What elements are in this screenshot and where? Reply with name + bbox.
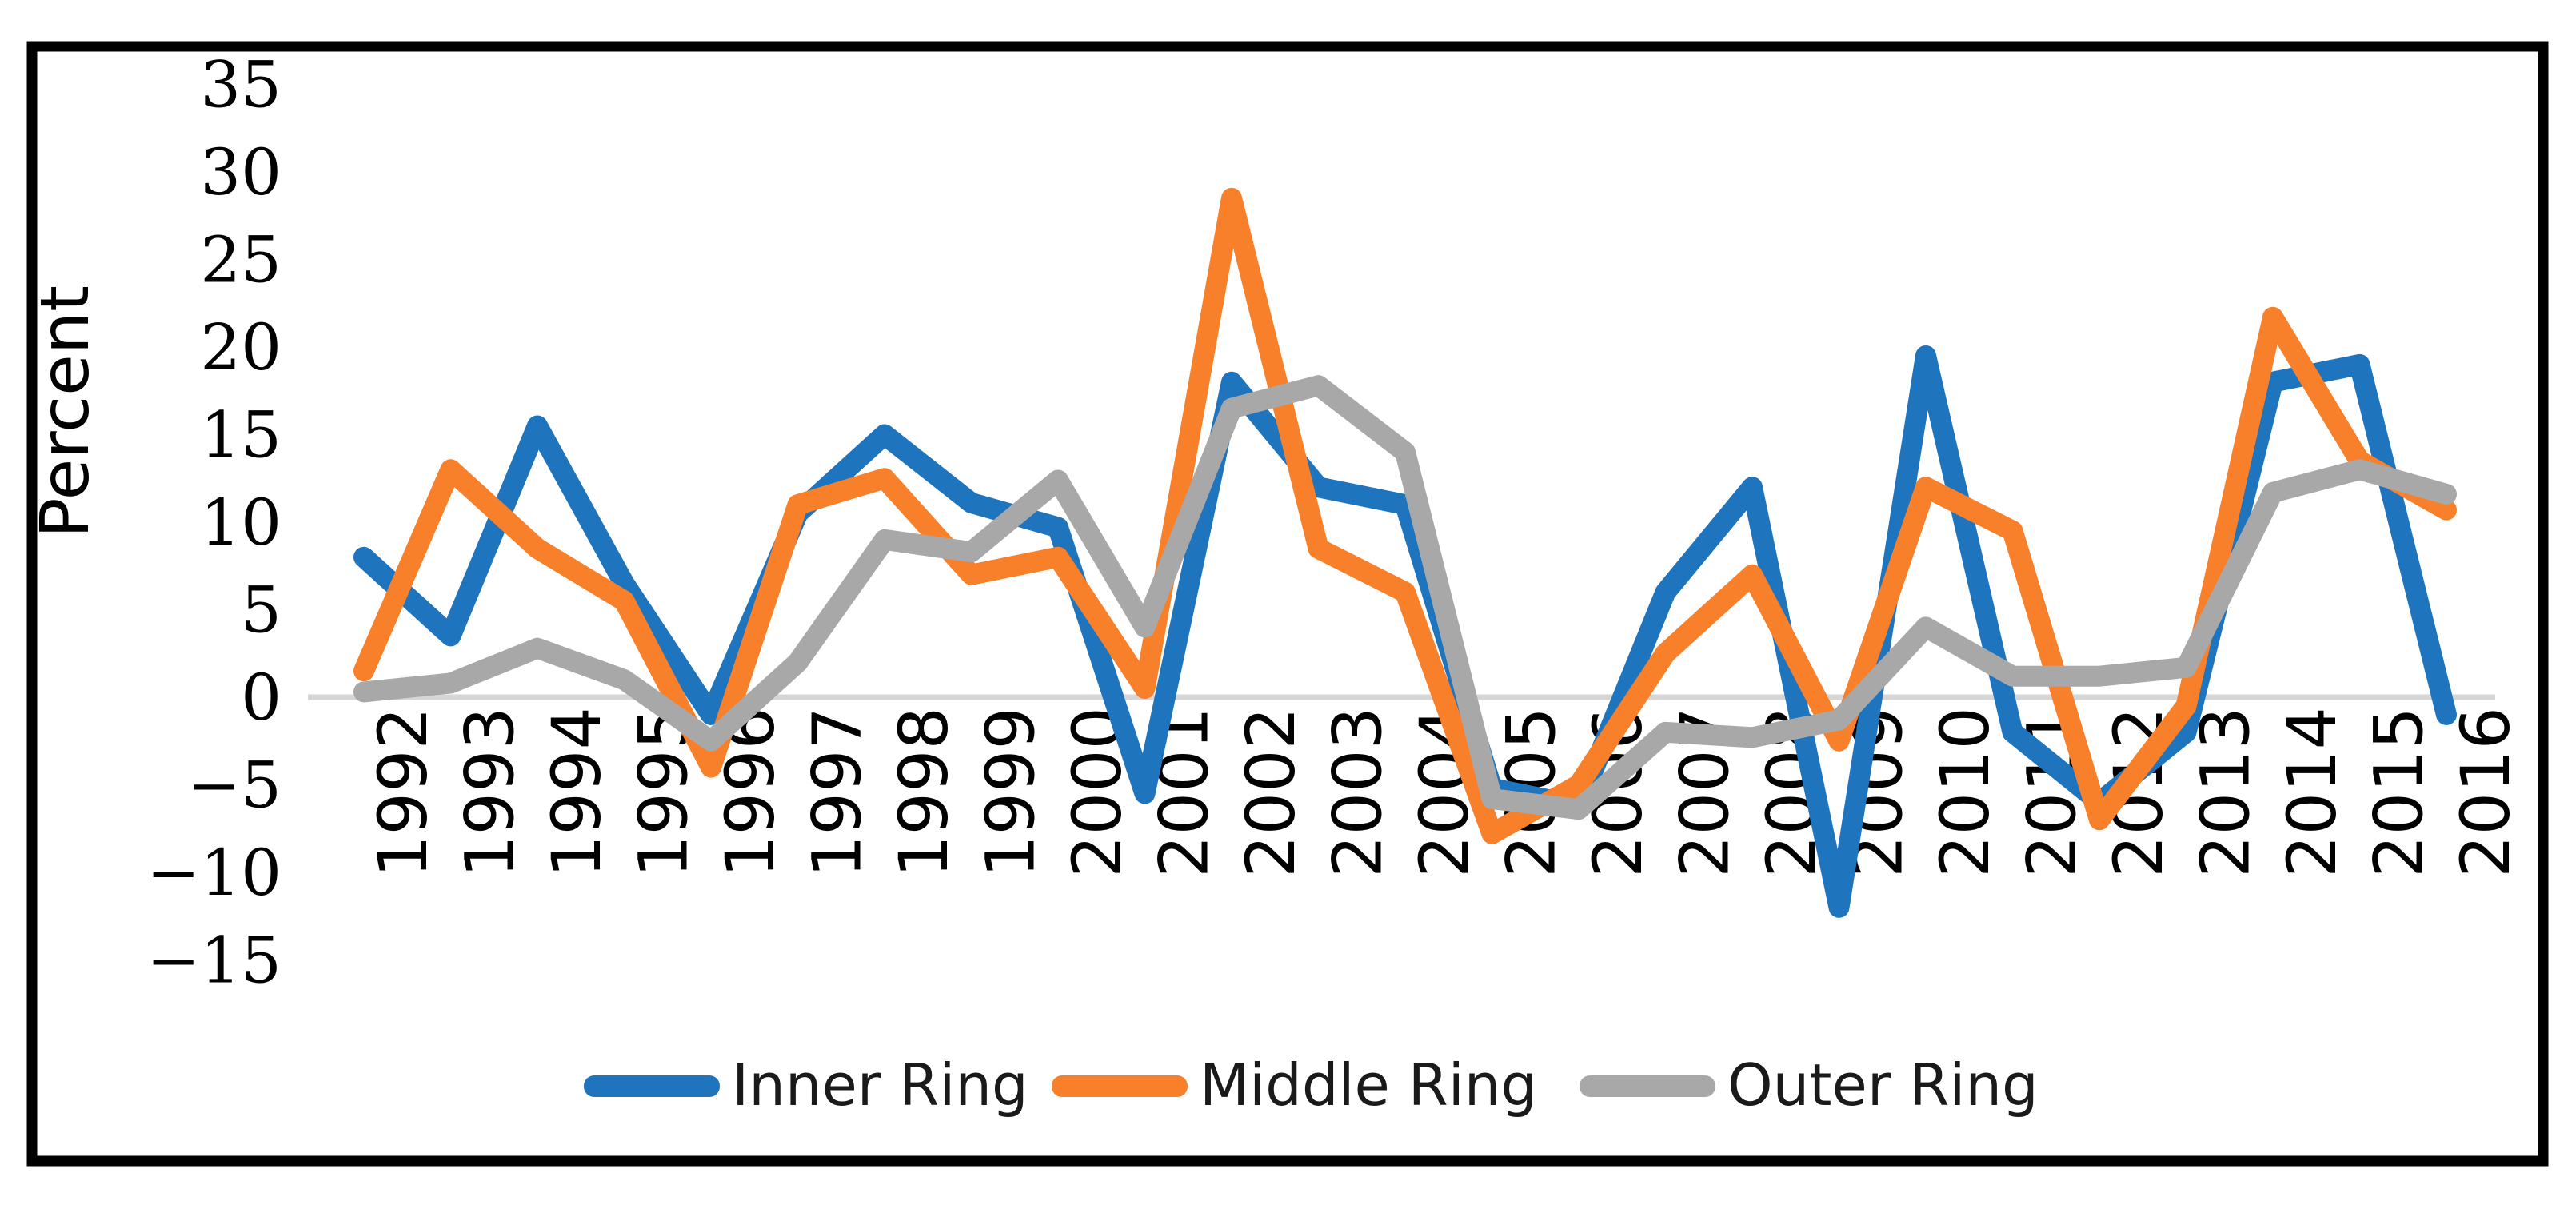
y-tick-label: −10: [146, 836, 282, 910]
x-tick-label: 2015: [2360, 707, 2438, 878]
legend-item-inner-ring: Inner Ring: [584, 1051, 1028, 1119]
legend-item-middle-ring: Middle Ring: [1052, 1051, 1537, 1119]
x-tick-label: 1998: [885, 707, 963, 878]
x-tick-label: 1992: [364, 707, 442, 878]
x-tick-label: 2013: [2187, 707, 2265, 878]
x-tick-label: 1999: [972, 707, 1050, 878]
y-tick-label: 0: [241, 660, 282, 735]
legend-label: Outer Ring: [1727, 1051, 2039, 1119]
y-tick-label: 20: [200, 310, 282, 385]
y-tick-label: −15: [146, 924, 282, 998]
legend-item-outer-ring: Outer Ring: [1580, 1051, 2039, 1119]
x-tick-label: 2003: [1319, 707, 1397, 878]
series-line-middle-ring: [353, 187, 2457, 844]
legend-label: Middle Ring: [1200, 1051, 1537, 1119]
legend-line-sample: [1052, 1075, 1188, 1097]
x-tick-label: 1994: [537, 707, 616, 878]
y-tick-label: 30: [200, 135, 282, 209]
x-tick-label: 2002: [1232, 707, 1310, 878]
series-line-outer-ring: [353, 375, 2457, 820]
legend-label: Inner Ring: [732, 1051, 1028, 1119]
y-tick-label: −5: [187, 748, 282, 823]
x-tick-label: 1997: [798, 707, 877, 878]
y-tick-label: 10: [200, 485, 282, 560]
x-tick-label: 2014: [2273, 707, 2351, 878]
x-tick-label: 2010: [1926, 707, 2004, 878]
x-tick-label: 1993: [451, 707, 529, 878]
legend-line-sample: [1580, 1075, 1715, 1097]
figure-border: [26, 41, 2549, 1167]
x-tick-label: 2016: [2446, 707, 2525, 878]
y-tick-label: 15: [200, 398, 282, 473]
y-tick-label: 25: [200, 223, 282, 297]
legend-line-sample: [584, 1075, 720, 1097]
y-axis-title: Percent: [26, 285, 104, 538]
y-tick-label: 5: [241, 573, 282, 648]
y-tick-label: 35: [200, 48, 282, 122]
